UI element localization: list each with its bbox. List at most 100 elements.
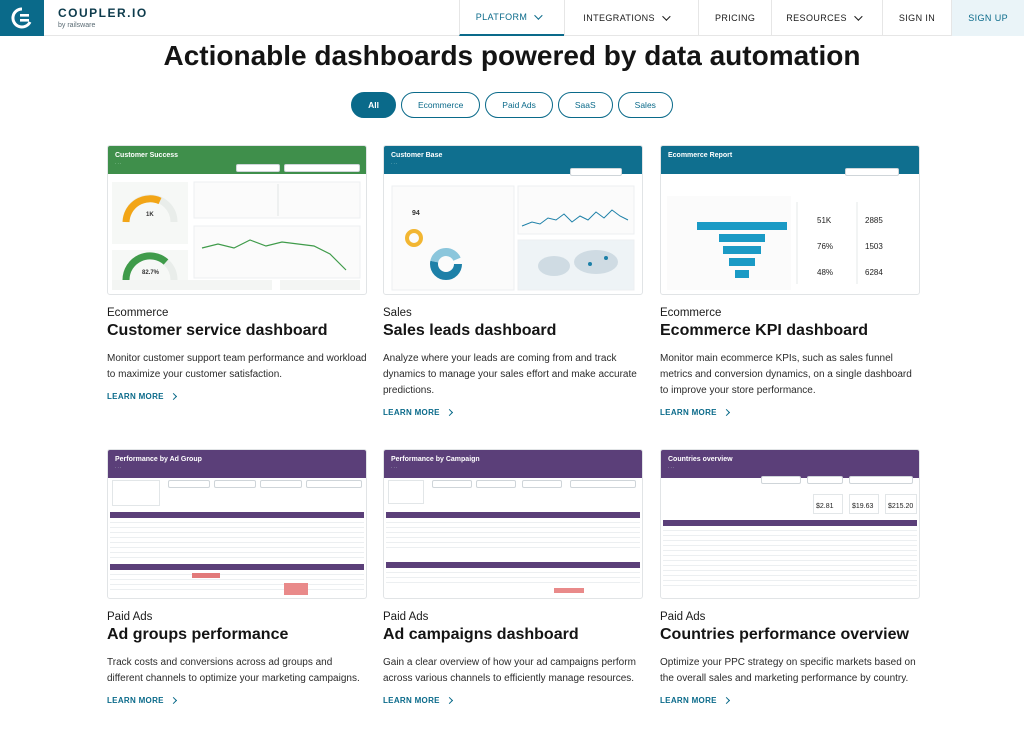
card-category: Paid Ads — [383, 611, 429, 623]
category-filters: All Ecommerce Paid Ads SaaS Sales — [0, 92, 1024, 118]
card-category: Ecommerce — [107, 307, 169, 319]
preview-filter — [570, 168, 622, 176]
nav-item-pricing[interactable]: PRICING — [697, 0, 771, 36]
dashboard-card-sales-leads[interactable]: Customer Base · · · 94 Sales Sales leads… — [383, 145, 643, 417]
filter-sales[interactable]: Sales — [617, 92, 673, 118]
preview-kpi: $2.81 — [816, 503, 834, 510]
nav-item-platform[interactable]: PLATFORM — [458, 0, 565, 36]
preview-table — [663, 520, 917, 586]
nav-item-sign-in[interactable]: SIGN IN — [881, 0, 951, 36]
dashboard-preview-image[interactable]: Ecommerce Report 51K 2885 76% 1503 48% 6… — [660, 145, 920, 295]
preview-header: Customer Base · · · — [384, 146, 642, 176]
nav-item-label: INTEGRATIONS — [583, 13, 655, 23]
learn-more-label: LEARN MORE — [107, 392, 164, 401]
preview-highlight — [284, 583, 308, 595]
learn-more-label: LEARN MORE — [383, 408, 440, 417]
nav-item-sign-up[interactable]: SIGN UP — [951, 0, 1024, 36]
learn-more-link[interactable]: LEARN MORE — [107, 696, 367, 705]
filter-paid-ads[interactable]: Paid Ads — [485, 92, 553, 118]
dashboard-card-ad-campaigns[interactable]: Performance by Campaign · · · Paid Ads A… — [383, 449, 643, 705]
nav-menu: PLATFORM INTEGRATIONS PRICING RESOURCES … — [458, 0, 1024, 36]
brand-logo[interactable]: COUPLER.IO by railsware — [58, 7, 148, 30]
preview-highlight — [192, 573, 220, 578]
preview-filter — [306, 480, 362, 488]
card-description: Monitor main ecommerce KPIs, such as sal… — [660, 353, 912, 396]
card-category: Sales — [383, 307, 412, 319]
learn-more-label: LEARN MORE — [660, 696, 717, 705]
learn-more-link[interactable]: LEARN MORE — [107, 392, 367, 401]
card-title[interactable]: Customer service dashboard — [107, 322, 328, 339]
preview-legend — [388, 480, 424, 504]
card-description: Track costs and conversions across ad gr… — [107, 657, 360, 684]
preview-filter — [807, 476, 843, 484]
preview-title: Customer Base — [391, 152, 443, 159]
dashboard-card-ecommerce-kpi[interactable]: Ecommerce Report 51K 2885 76% 1503 48% 6… — [660, 145, 920, 417]
top-navigation: COUPLER.IO by railsware PLATFORM INTEGRA… — [0, 0, 1024, 36]
dashboard-card-ad-groups[interactable]: Performance by Ad Group · · · Paid Ads A… — [107, 449, 367, 705]
preview-links: · · · — [115, 161, 122, 166]
card-title[interactable]: Ad campaigns dashboard — [383, 626, 579, 643]
chevron-down-icon — [534, 11, 543, 20]
brand-subtitle: by railsware — [58, 22, 96, 29]
learn-more-label: LEARN MORE — [660, 408, 717, 417]
dashboard-preview-image[interactable]: Countries overview · · · $2.81 $19.63 $2… — [660, 449, 920, 599]
coupler-logo-icon[interactable] — [0, 0, 44, 36]
learn-more-link[interactable]: LEARN MORE — [383, 408, 643, 417]
chevron-right-icon — [169, 392, 177, 401]
preview-filter — [476, 480, 516, 488]
preview-date-filter — [284, 164, 360, 172]
learn-more-label: LEARN MORE — [107, 696, 164, 705]
chevron-right-icon — [169, 696, 177, 705]
card-category: Paid Ads — [107, 611, 153, 623]
nav-item-integrations[interactable]: INTEGRATIONS — [564, 0, 698, 36]
preview-filter — [761, 476, 801, 484]
card-description: Monitor customer support team performanc… — [107, 353, 367, 380]
filter-all[interactable]: All — [351, 92, 396, 118]
preview-kpi: 48% — [817, 268, 834, 277]
learn-more-link[interactable]: LEARN MORE — [383, 696, 643, 705]
dashboard-preview-image[interactable]: Performance by Ad Group · · · — [107, 449, 367, 599]
nav-item-label: SIGN UP — [968, 13, 1008, 23]
learn-more-link[interactable]: LEARN MORE — [660, 408, 920, 417]
dashboard-preview-image[interactable]: Performance by Campaign · · · — [383, 449, 643, 599]
preview-filter — [849, 476, 913, 484]
nav-item-label: PRICING — [714, 13, 756, 23]
preview-kpi: 6284 — [865, 268, 883, 277]
dashboard-preview-image[interactable]: Customer Base · · · 94 — [383, 145, 643, 295]
chevron-right-icon — [445, 696, 453, 705]
chevron-right-icon — [445, 408, 453, 417]
dashboard-card-customer-service[interactable]: Customer Success · · · 1K 82.7% Ecommerc… — [107, 145, 367, 401]
card-title[interactable]: Ad groups performance — [107, 626, 289, 643]
filter-ecommerce[interactable]: Ecommerce — [400, 92, 481, 118]
preview-legend — [112, 480, 160, 506]
chevron-right-icon — [722, 696, 730, 705]
preview-filter — [168, 480, 210, 488]
preview-kpi: 51K — [817, 216, 832, 225]
preview-kpi: 94 — [412, 210, 420, 217]
preview-kpi: 1K — [146, 212, 154, 218]
card-description: Optimize your PPC strategy on specific m… — [660, 657, 916, 684]
nav-item-label: PLATFORM — [475, 12, 528, 22]
learn-more-link[interactable]: LEARN MORE — [660, 696, 920, 705]
preview-kpi-box — [885, 494, 917, 514]
card-category: Ecommerce — [660, 307, 722, 319]
page-title: Actionable dashboards powered by data au… — [163, 40, 861, 71]
card-title[interactable]: Countries performance overview — [660, 626, 909, 643]
nav-item-label: RESOURCES — [786, 13, 847, 23]
card-title[interactable]: Ecommerce KPI dashboard — [660, 322, 869, 339]
preview-charts — [112, 181, 361, 290]
card-title[interactable]: Sales leads dashboard — [383, 322, 557, 339]
preview-kpi: $19.63 — [852, 503, 874, 510]
preview-title: Countries overview — [668, 456, 733, 463]
preview-filter — [260, 480, 302, 488]
chevron-down-icon — [854, 12, 863, 21]
preview-kpi: 76% — [817, 242, 834, 251]
filter-saas[interactable]: SaaS — [557, 92, 613, 118]
preview-table — [110, 512, 364, 590]
preview-links: · · · — [391, 161, 398, 166]
preview-kpi-box — [813, 494, 843, 514]
dashboard-card-countries[interactable]: Countries overview · · · $2.81 $19.63 $2… — [660, 449, 920, 705]
dashboard-preview-image[interactable]: Customer Success · · · 1K 82.7% — [107, 145, 367, 295]
nav-item-resources[interactable]: RESOURCES — [771, 0, 882, 36]
preview-title: Ecommerce Report — [668, 152, 733, 159]
